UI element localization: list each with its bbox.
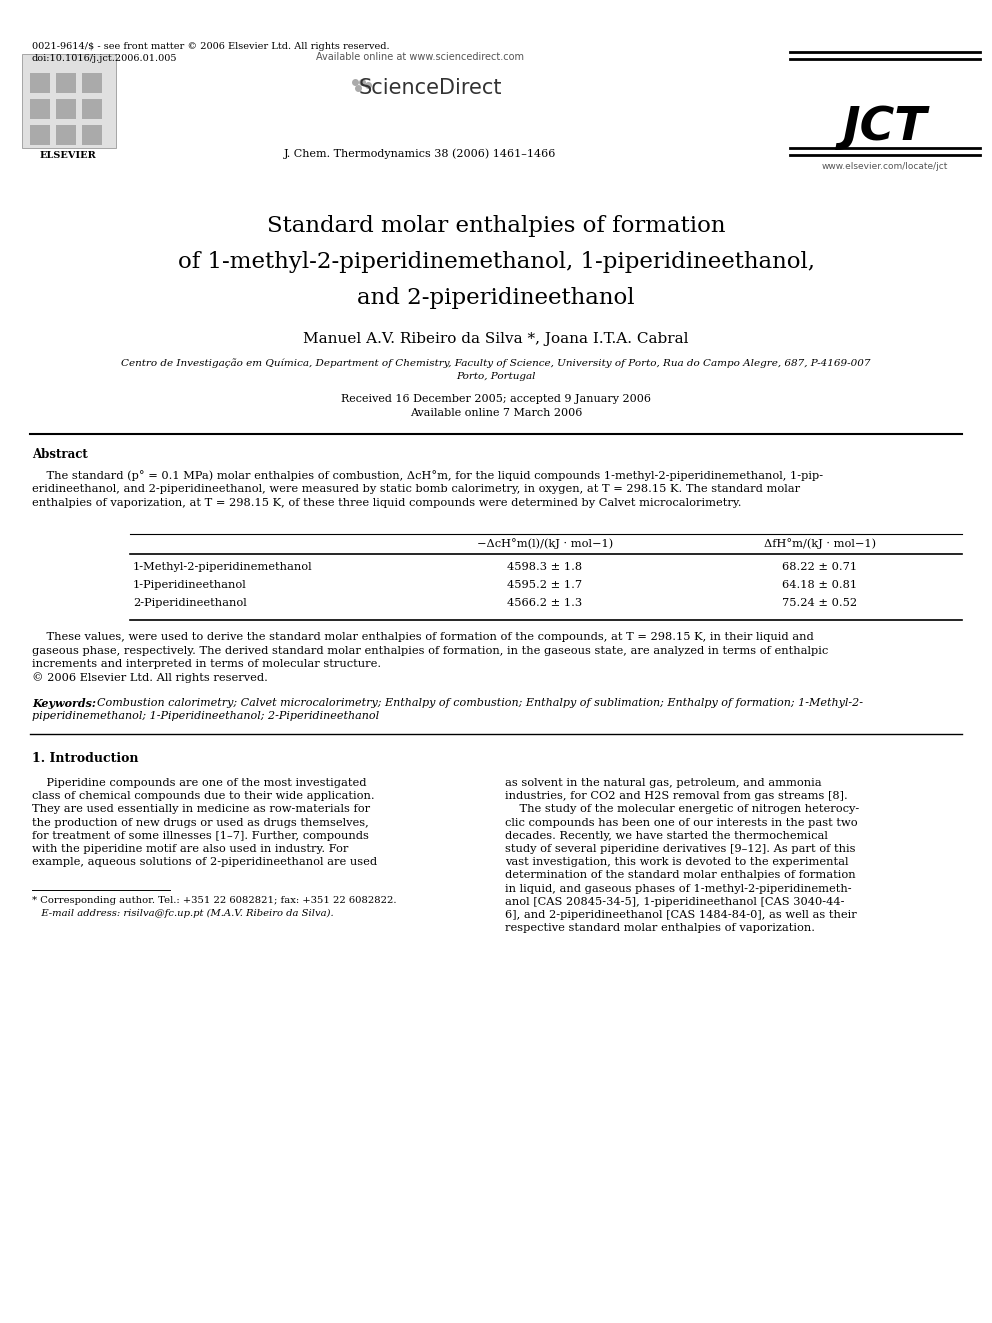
Text: www.elsevier.com/locate/jct: www.elsevier.com/locate/jct <box>821 161 948 171</box>
Text: with the piperidine motif are also used in industry. For: with the piperidine motif are also used … <box>32 844 348 855</box>
Bar <box>30 124 50 146</box>
Text: the production of new drugs or used as drugs themselves,: the production of new drugs or used as d… <box>32 818 369 828</box>
Text: example, aqueous solutions of 2-piperidineethanol are used: example, aqueous solutions of 2-piperidi… <box>32 857 377 867</box>
Text: Centro de Investigação em Química, Department of Chemistry, Faculty of Science, : Centro de Investigação em Química, Depar… <box>121 359 871 368</box>
Text: ΔfH°m/(kJ · mol−1): ΔfH°m/(kJ · mol−1) <box>764 538 876 549</box>
Bar <box>56 99 76 119</box>
Text: anol [CAS 20845-34-5], 1-piperidineethanol [CAS 3040-44-: anol [CAS 20845-34-5], 1-piperidineethan… <box>505 897 844 906</box>
Text: in liquid, and gaseous phases of 1-methyl-2-piperidinemeth-: in liquid, and gaseous phases of 1-methy… <box>505 884 851 893</box>
Text: of 1-methyl-2-piperidinemethanol, 1-piperidineethanol,: of 1-methyl-2-piperidinemethanol, 1-pipe… <box>178 251 814 273</box>
Text: as solvent in the natural gas, petroleum, and ammonia: as solvent in the natural gas, petroleum… <box>505 778 821 789</box>
Text: 1-Methyl-2-piperidinemethanol: 1-Methyl-2-piperidinemethanol <box>133 562 312 572</box>
Text: Manuel A.V. Ribeiro da Silva *, Joana I.T.A. Cabral: Manuel A.V. Ribeiro da Silva *, Joana I.… <box>304 332 688 347</box>
Bar <box>56 124 76 146</box>
Bar <box>82 124 102 146</box>
Text: 2-Piperidineethanol: 2-Piperidineethanol <box>133 598 247 609</box>
Text: class of chemical compounds due to their wide application.: class of chemical compounds due to their… <box>32 791 375 802</box>
Text: ScienceDirect: ScienceDirect <box>358 78 502 98</box>
Text: Abstract: Abstract <box>32 448 87 460</box>
Text: 68.22 ± 0.71: 68.22 ± 0.71 <box>783 562 857 572</box>
Bar <box>22 54 116 148</box>
Bar <box>30 73 50 93</box>
Text: JCT: JCT <box>843 105 928 149</box>
Bar <box>56 73 76 93</box>
Text: Available online 7 March 2006: Available online 7 March 2006 <box>410 407 582 418</box>
Text: The standard (p° = 0.1 MPa) molar enthalpies of combustion, ΔcH°m, for the liqui: The standard (p° = 0.1 MPa) molar enthal… <box>32 470 823 480</box>
Text: clic compounds has been one of our interests in the past two: clic compounds has been one of our inter… <box>505 818 858 828</box>
Text: 64.18 ± 0.81: 64.18 ± 0.81 <box>783 579 857 590</box>
Text: ELSEVIER: ELSEVIER <box>40 151 96 160</box>
Text: piperidinemethanol; 1-Piperidineethanol; 2-Piperidineethanol: piperidinemethanol; 1-Piperidineethanol;… <box>32 710 379 721</box>
Text: 4595.2 ± 1.7: 4595.2 ± 1.7 <box>508 579 582 590</box>
Text: study of several piperidine derivatives [9–12]. As part of this: study of several piperidine derivatives … <box>505 844 855 855</box>
Text: The study of the molecular energetic of nitrogen heterocy-: The study of the molecular energetic of … <box>505 804 859 815</box>
Text: * Corresponding author. Tel.: +351 22 6082821; fax: +351 22 6082822.: * Corresponding author. Tel.: +351 22 60… <box>32 897 397 905</box>
Text: enthalpies of vaporization, at T = 298.15 K, of these three liquid compounds wer: enthalpies of vaporization, at T = 298.1… <box>32 497 741 508</box>
Text: Standard molar enthalpies of formation: Standard molar enthalpies of formation <box>267 216 725 237</box>
Text: Available online at www.sciencedirect.com: Available online at www.sciencedirect.co… <box>316 52 524 62</box>
Text: 1. Introduction: 1. Introduction <box>32 751 139 765</box>
Text: and 2-piperidineethanol: and 2-piperidineethanol <box>357 287 635 310</box>
Text: They are used essentially in medicine as row-materials for: They are used essentially in medicine as… <box>32 804 370 815</box>
Text: for treatment of some illnesses [1–7]. Further, compounds: for treatment of some illnesses [1–7]. F… <box>32 831 369 841</box>
Text: eridineethanol, and 2-piperidineethanol, were measured by static bomb calorimetr: eridineethanol, and 2-piperidineethanol,… <box>32 484 801 493</box>
Text: determination of the standard molar enthalpies of formation: determination of the standard molar enth… <box>505 871 856 880</box>
Text: J. Chem. Thermodynamics 38 (2006) 1461–1466: J. Chem. Thermodynamics 38 (2006) 1461–1… <box>284 148 557 159</box>
Text: Piperidine compounds are one of the most investigated: Piperidine compounds are one of the most… <box>32 778 366 789</box>
Text: 6], and 2-piperidineethanol [CAS 1484-84-0], as well as their: 6], and 2-piperidineethanol [CAS 1484-84… <box>505 910 857 919</box>
Text: vast investigation, this work is devoted to the experimental: vast investigation, this work is devoted… <box>505 857 848 867</box>
Text: 4598.3 ± 1.8: 4598.3 ± 1.8 <box>508 562 582 572</box>
Text: 4566.2 ± 1.3: 4566.2 ± 1.3 <box>508 598 582 609</box>
Text: −ΔcH°m(l)/(kJ · mol−1): −ΔcH°m(l)/(kJ · mol−1) <box>477 538 613 549</box>
Text: 1-Piperidineethanol: 1-Piperidineethanol <box>133 579 247 590</box>
Text: 75.24 ± 0.52: 75.24 ± 0.52 <box>783 598 857 609</box>
Bar <box>82 99 102 119</box>
Text: These values, were used to derive the standard molar enthalpies of formation of : These values, were used to derive the st… <box>32 632 813 642</box>
Text: Combustion calorimetry; Calvet microcalorimetry; Enthalpy of combustion; Enthalp: Combustion calorimetry; Calvet microcalo… <box>97 699 863 708</box>
Text: Received 16 December 2005; accepted 9 January 2006: Received 16 December 2005; accepted 9 Ja… <box>341 394 651 404</box>
Text: respective standard molar enthalpies of vaporization.: respective standard molar enthalpies of … <box>505 923 815 933</box>
Text: 0021-9614/$ - see front matter © 2006 Elsevier Ltd. All rights reserved.: 0021-9614/$ - see front matter © 2006 El… <box>32 42 390 52</box>
Text: gaseous phase, respectively. The derived standard molar enthalpies of formation,: gaseous phase, respectively. The derived… <box>32 646 828 655</box>
Text: E-mail address: risilva@fc.up.pt (M.A.V. Ribeiro da Silva).: E-mail address: risilva@fc.up.pt (M.A.V.… <box>32 909 333 918</box>
Text: industries, for CO2 and H2S removal from gas streams [8].: industries, for CO2 and H2S removal from… <box>505 791 848 802</box>
Bar <box>30 99 50 119</box>
Text: © 2006 Elsevier Ltd. All rights reserved.: © 2006 Elsevier Ltd. All rights reserved… <box>32 672 268 683</box>
Text: Keywords:: Keywords: <box>32 699 96 709</box>
Text: increments and interpreted in terms of molecular structure.: increments and interpreted in terms of m… <box>32 659 381 669</box>
Text: decades. Recently, we have started the thermochemical: decades. Recently, we have started the t… <box>505 831 828 841</box>
Bar <box>82 73 102 93</box>
Text: Porto, Portugal: Porto, Portugal <box>456 372 536 381</box>
Text: doi:10.1016/j.jct.2006.01.005: doi:10.1016/j.jct.2006.01.005 <box>32 54 178 64</box>
